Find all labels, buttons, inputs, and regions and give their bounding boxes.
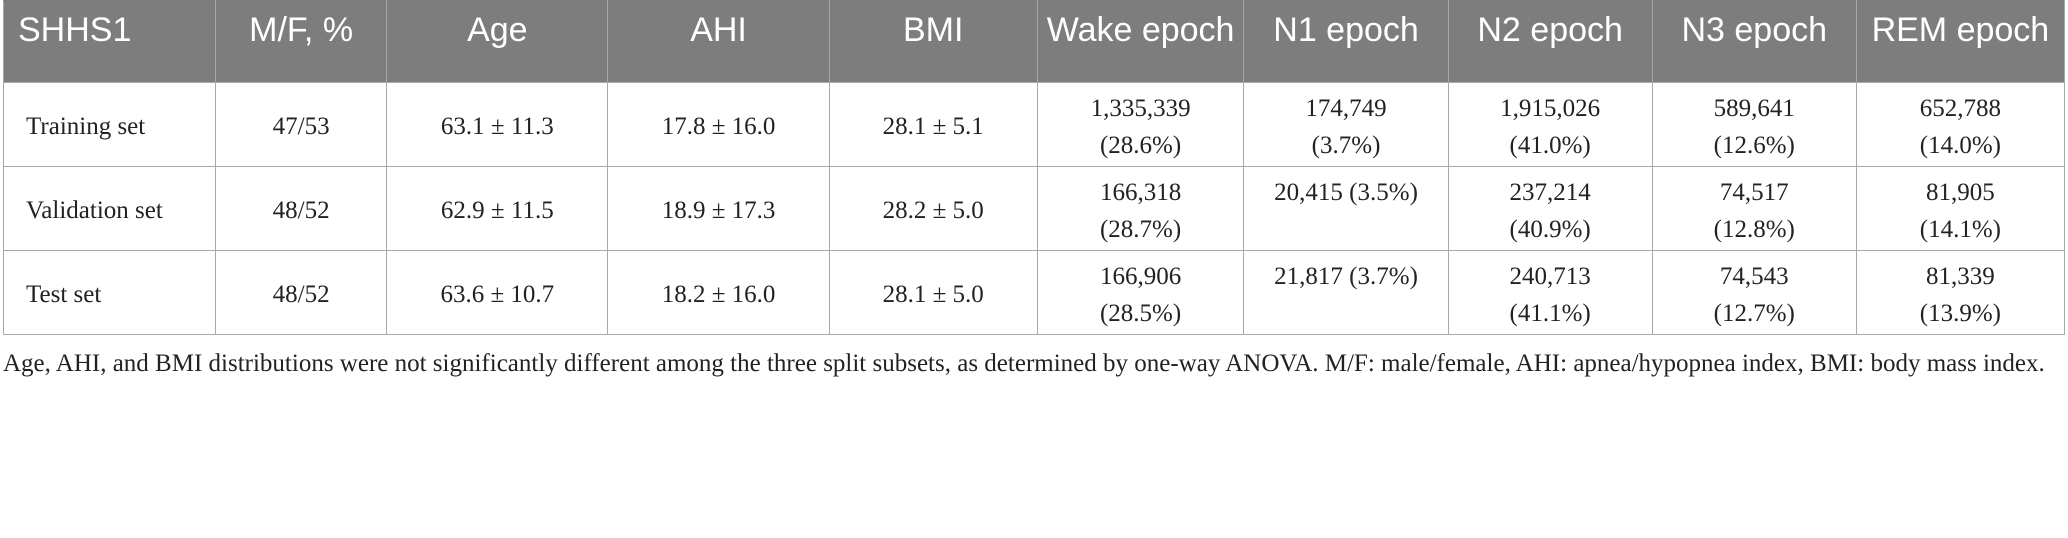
cell-percent: (28.7%) <box>1099 216 1182 243</box>
cell-n3: 74,543 (12.7%) <box>1651 250 1857 335</box>
cell-count: 237,214 <box>1509 179 1591 206</box>
cell-age: 63.6 ± 10.7 <box>386 250 609 335</box>
header-label: N2 epoch <box>1477 11 1623 49</box>
header-cell-mf: M/F, % <box>215 0 388 83</box>
cell-percent: (12.6%) <box>1713 132 1795 159</box>
cell-n1: 21,817 (3.7%) <box>1243 250 1449 335</box>
header-label: AHI <box>690 11 747 49</box>
cell-count: 81,905 <box>1926 179 1995 206</box>
cell-count: 81,339 <box>1926 263 1995 290</box>
header-cell-shhs1: SHHS1 <box>2 0 217 83</box>
header-label: SHHS1 <box>18 11 132 49</box>
cell-percent: (12.7%) <box>1713 300 1795 327</box>
header-label: BMI <box>902 11 964 49</box>
cell-n2: 240,713 (41.1%) <box>1447 250 1653 335</box>
cell-mf: 48/52 <box>215 250 388 335</box>
header-label: Wake epoch <box>1046 11 1235 49</box>
cell-bmi: 28.2 ± 5.0 <box>828 166 1038 251</box>
cell-wake: 1,335,339 (28.6%) <box>1036 82 1245 167</box>
cell-n3: 589,641 (12.6%) <box>1651 82 1857 167</box>
cell-rem: 652,788 (14.0%) <box>1855 82 2066 167</box>
header-label: REM epoch <box>1871 11 2050 49</box>
cell-percent: (41.0%) <box>1509 132 1591 159</box>
cell-age: 62.9 ± 11.5 <box>386 166 609 251</box>
cell-percent: (14.0%) <box>1919 132 2002 159</box>
header-cell-rem: REM epoch <box>1855 0 2066 83</box>
cell-percent: (28.5%) <box>1099 300 1182 327</box>
cell-ahi: 17.8 ± 16.0 <box>607 82 830 167</box>
cell-count: 74,517 <box>1719 179 1789 206</box>
cell-count: 74,543 <box>1719 263 1789 290</box>
cell-count: 1,335,339 <box>1090 95 1191 122</box>
header-cell-wake: Wake epoch <box>1036 0 1245 83</box>
cell-count: 20,415 (3.5%) <box>1274 179 1418 206</box>
table-row: Validation set 48/52 62.9 ± 11.5 18.9 ± … <box>2 166 2066 251</box>
cell-mf: 48/52 <box>215 166 388 251</box>
table-footnote: Age, AHI, and BMI distributions were not… <box>3 350 2045 377</box>
header-cell-age: Age <box>386 0 609 83</box>
cell-rem: 81,905 (14.1%) <box>1855 166 2066 251</box>
cell-bmi: 28.1 ± 5.1 <box>828 82 1038 167</box>
cell-percent: (40.9%) <box>1509 216 1591 243</box>
cell-percent: (12.8%) <box>1713 216 1795 243</box>
cell-ahi: 18.2 ± 16.0 <box>607 250 830 335</box>
cell-count: 589,641 <box>1713 95 1795 122</box>
cell-percent: (13.9%) <box>1919 300 2002 327</box>
header-cell-ahi: AHI <box>607 0 830 83</box>
cell-count: 21,817 (3.7%) <box>1274 263 1418 290</box>
cell-set: Validation set <box>2 166 217 251</box>
cell-count: 652,788 <box>1919 95 2002 122</box>
cell-n1: 20,415 (3.5%) <box>1243 166 1449 251</box>
header-label: M/F, % <box>249 11 354 49</box>
cell-rem: 81,339 (13.9%) <box>1855 250 2066 335</box>
table-header: SHHS1 M/F, % Age AHI BMI Wake epoch N1 e… <box>2 0 2066 83</box>
header-cell-bmi: BMI <box>828 0 1038 83</box>
cell-percent: (41.1%) <box>1509 300 1591 327</box>
table-body: Training set 47/53 63.1 ± 11.3 17.8 ± 16… <box>2 82 2066 335</box>
cell-count: 1,915,026 <box>1500 95 1601 122</box>
cell-count: 174,749 <box>1305 95 1387 122</box>
cell-mf: 47/53 <box>215 82 388 167</box>
cell-n1: 174,749 (3.7%) <box>1243 82 1449 167</box>
table-container: SHHS1 M/F, % Age AHI BMI Wake epoch N1 e… <box>2 0 2066 377</box>
cell-percent: (14.1%) <box>1919 216 2002 243</box>
cell-set: Test set <box>2 250 217 335</box>
cell-wake: 166,318 (28.7%) <box>1036 166 1245 251</box>
data-table: SHHS1 M/F, % Age AHI BMI Wake epoch N1 e… <box>2 0 2066 335</box>
cell-age: 63.1 ± 11.3 <box>386 82 609 167</box>
cell-ahi: 18.9 ± 17.3 <box>607 166 830 251</box>
cell-n2: 237,214 (40.9%) <box>1447 166 1653 251</box>
header-label: N1 epoch <box>1273 11 1419 49</box>
cell-bmi: 28.1 ± 5.0 <box>828 250 1038 335</box>
header-label: Age <box>467 11 528 49</box>
cell-wake: 166,906 (28.5%) <box>1036 250 1245 335</box>
cell-count: 166,906 <box>1099 263 1182 290</box>
cell-count: 240,713 <box>1509 263 1591 290</box>
cell-n2: 1,915,026 (41.0%) <box>1447 82 1653 167</box>
cell-n3: 74,517 (12.8%) <box>1651 166 1857 251</box>
header-row: SHHS1 M/F, % Age AHI BMI Wake epoch N1 e… <box>2 0 2066 83</box>
cell-set: Training set <box>2 82 217 167</box>
cell-count: 166,318 <box>1099 179 1182 206</box>
header-cell-n3: N3 epoch <box>1651 0 1857 83</box>
cell-percent: (3.7%) <box>1311 132 1381 159</box>
table-row: Training set 47/53 63.1 ± 11.3 17.8 ± 16… <box>2 82 2066 167</box>
header-label: N3 epoch <box>1681 11 1828 49</box>
cell-percent: (28.6%) <box>1099 132 1182 159</box>
header-cell-n1: N1 epoch <box>1243 0 1449 83</box>
table-row: Test set 48/52 63.6 ± 10.7 18.2 ± 16.0 2… <box>2 250 2066 335</box>
header-cell-n2: N2 epoch <box>1447 0 1653 83</box>
